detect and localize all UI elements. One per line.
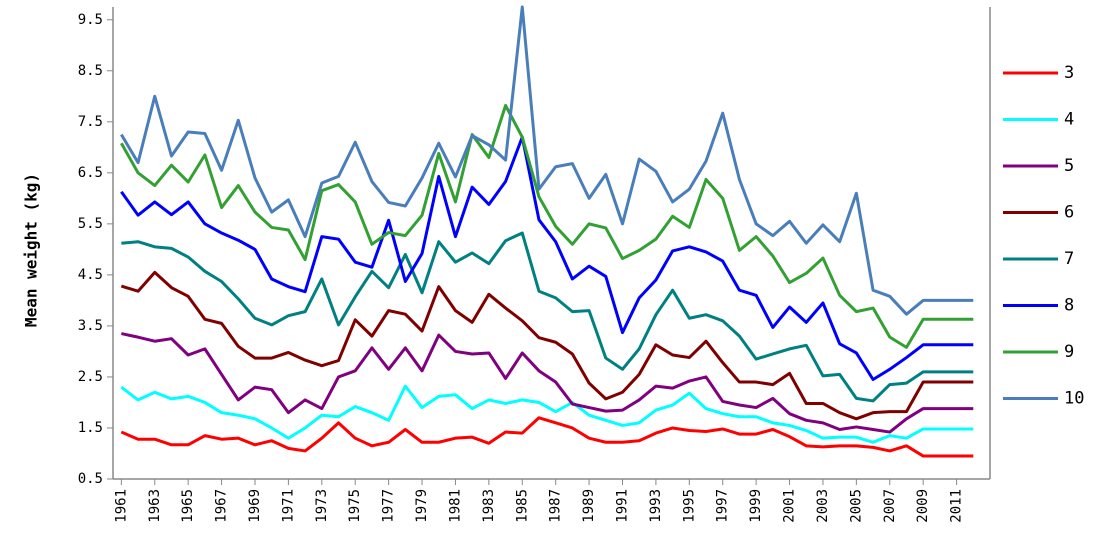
x-tick-label: 1977 xyxy=(381,489,397,523)
x-tick-label: 1973 xyxy=(314,489,330,523)
x-tick-label: 1989 xyxy=(581,489,597,523)
y-tick-label: 2.5 xyxy=(78,369,103,385)
legend-label: 3 xyxy=(1064,63,1074,83)
x-tick-label: 1983 xyxy=(481,489,497,523)
legend-label: 7 xyxy=(1064,249,1074,269)
legend-label: 9 xyxy=(1064,342,1074,362)
x-tick-label: 1993 xyxy=(648,489,664,523)
x-tick-label: 1975 xyxy=(347,489,363,523)
x-tick-label: 1999 xyxy=(748,489,764,523)
y-tick-label: 3.5 xyxy=(78,318,103,334)
x-tick-label: 1979 xyxy=(414,489,430,523)
x-tick-label: 1969 xyxy=(247,489,263,523)
x-tick-label: 1991 xyxy=(614,489,630,523)
x-tick-label: 1967 xyxy=(214,489,230,523)
x-tick-label: 1965 xyxy=(180,489,196,523)
series-line xyxy=(120,5,974,316)
x-tick-label: 1987 xyxy=(548,489,564,523)
series-line xyxy=(120,270,974,421)
legend-label: 5 xyxy=(1064,156,1074,176)
series-line xyxy=(120,135,974,381)
series-line xyxy=(120,103,974,349)
x-tick-label: 1997 xyxy=(715,489,731,523)
legend-label: 10 xyxy=(1064,389,1084,409)
legend-label: 4 xyxy=(1064,110,1074,130)
y-tick-label: 9.5 xyxy=(78,12,103,28)
series-line xyxy=(120,384,974,444)
x-tick-label: 1971 xyxy=(280,489,296,523)
x-tick-label: 1961 xyxy=(113,489,129,523)
y-tick-label: 0.5 xyxy=(78,471,103,487)
series-line xyxy=(121,332,974,434)
legend-label: 8 xyxy=(1064,296,1074,316)
x-tick-label: 2011 xyxy=(949,489,965,523)
y-axis-label: Mean weight (kg) xyxy=(22,173,41,327)
x-tick-label: 2007 xyxy=(882,489,898,523)
y-tick-label: 7.5 xyxy=(78,114,103,130)
y-tick-label: 6.5 xyxy=(78,165,103,181)
y-tick-label: 5.5 xyxy=(78,216,103,232)
legend-label: 6 xyxy=(1064,203,1074,223)
series-line xyxy=(120,416,974,458)
x-tick-label: 2005 xyxy=(848,489,864,523)
y-tick-label: 8.5 xyxy=(78,63,103,79)
y-tick-label: 4.5 xyxy=(78,267,103,283)
x-tick-label: 1963 xyxy=(147,489,163,523)
y-tick-label: 1.5 xyxy=(78,420,103,436)
x-tick-label: 2003 xyxy=(815,489,831,523)
series-line xyxy=(121,231,974,403)
x-tick-label: 1995 xyxy=(681,489,697,523)
x-tick-label: 2001 xyxy=(782,489,798,523)
x-tick-label: 2009 xyxy=(915,489,931,523)
x-tick-label: 1981 xyxy=(447,489,463,523)
x-tick-label: 1985 xyxy=(514,489,530,523)
